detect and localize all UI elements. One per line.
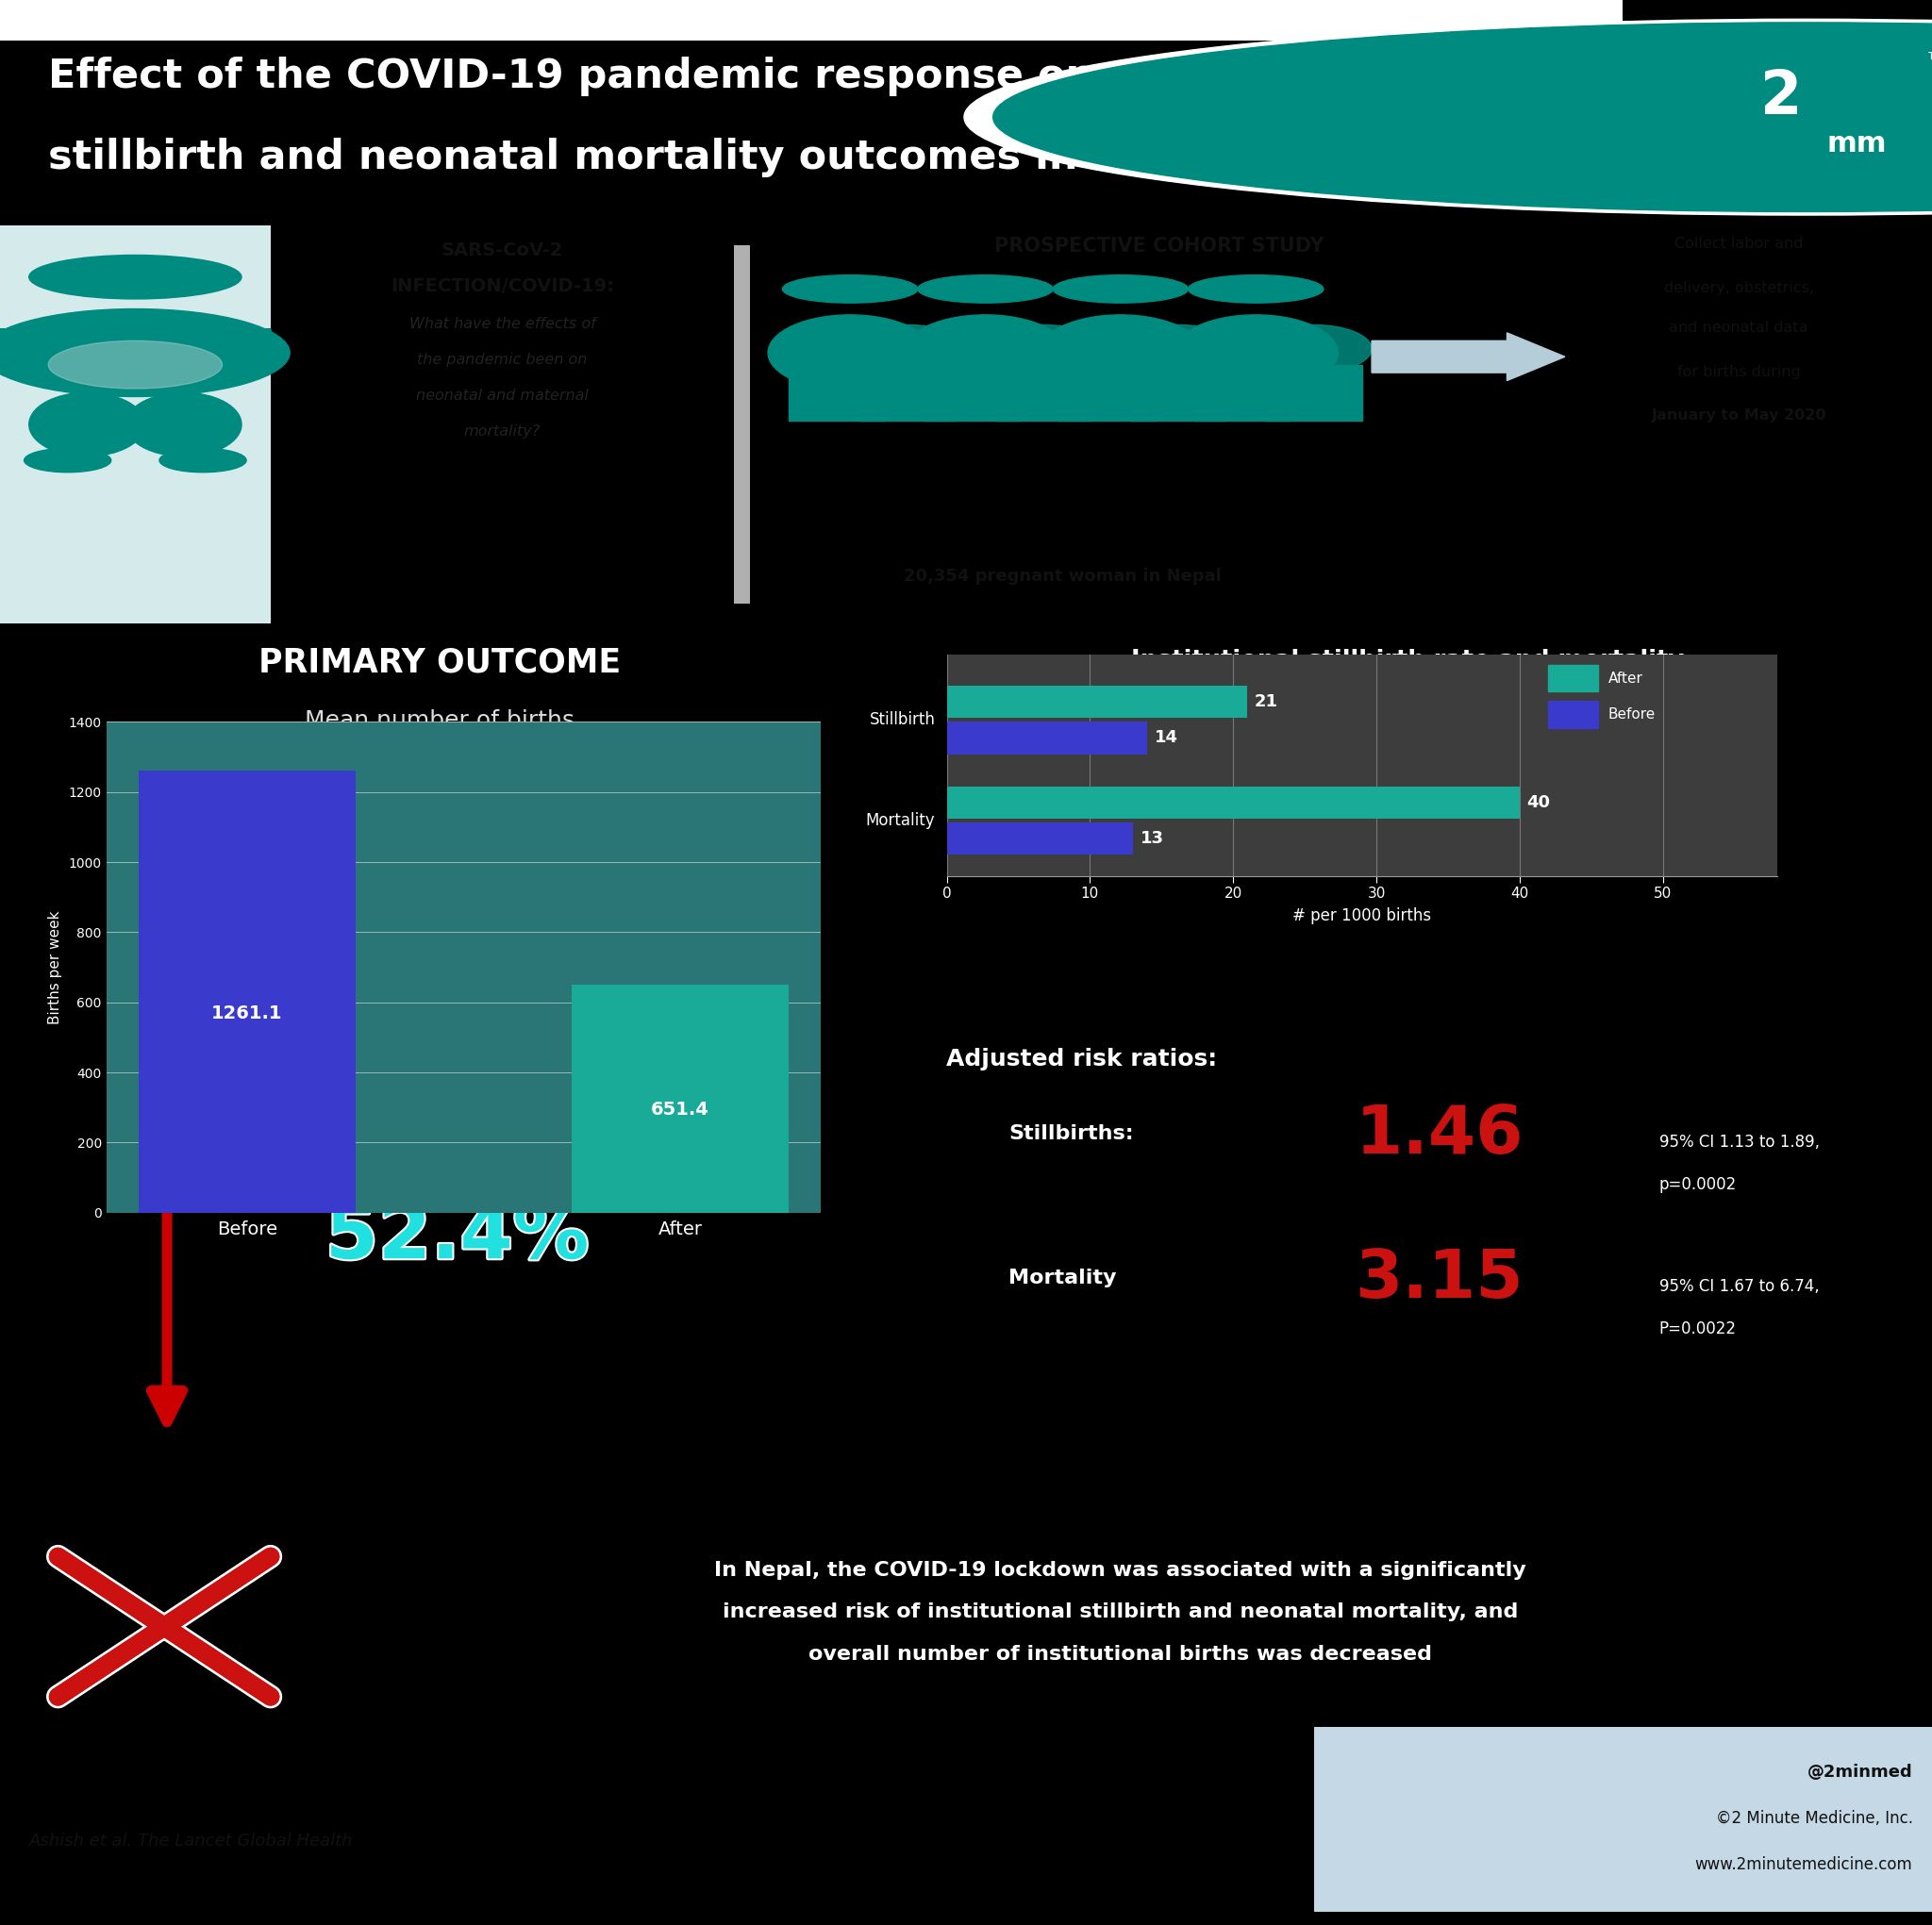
Text: 2: 2 bbox=[1760, 67, 1803, 125]
Bar bbox=[947, 822, 1132, 855]
Text: p=0.0002: p=0.0002 bbox=[1660, 1176, 1737, 1193]
Y-axis label: Births per week: Births per week bbox=[48, 911, 62, 1024]
Bar bbox=[947, 685, 1248, 718]
Text: 3.15: 3.15 bbox=[1354, 1247, 1524, 1311]
Circle shape bbox=[993, 23, 1932, 212]
Ellipse shape bbox=[1121, 325, 1236, 373]
Bar bbox=[1548, 664, 1598, 691]
Bar bbox=[572, 984, 788, 1213]
Text: Stillbirth: Stillbirth bbox=[869, 712, 935, 728]
Text: 14: 14 bbox=[1153, 730, 1179, 747]
Text: What have the effects of: What have the effects of bbox=[410, 318, 595, 331]
Bar bbox=[139, 770, 355, 1213]
Text: mm: mm bbox=[1826, 131, 1888, 158]
Bar bbox=[0, 225, 270, 624]
Ellipse shape bbox=[1039, 316, 1202, 391]
FancyArrow shape bbox=[185, 329, 274, 348]
Ellipse shape bbox=[126, 393, 242, 456]
Bar bbox=[1265, 364, 1362, 420]
Text: for births during: for births during bbox=[1677, 364, 1801, 379]
Text: 95% CI 1.13 to 1.89,: 95% CI 1.13 to 1.89, bbox=[1660, 1134, 1820, 1151]
FancyArrow shape bbox=[1372, 333, 1565, 381]
Bar bbox=[1314, 1727, 1932, 1912]
Text: Collect labor and: Collect labor and bbox=[1675, 237, 1803, 252]
Text: delivery, obstetrics,: delivery, obstetrics, bbox=[1663, 281, 1814, 295]
Circle shape bbox=[918, 275, 1053, 302]
Text: Mean number of births: Mean number of births bbox=[305, 710, 574, 732]
FancyArrow shape bbox=[0, 329, 85, 348]
Bar bbox=[734, 244, 750, 604]
Ellipse shape bbox=[48, 341, 222, 389]
Ellipse shape bbox=[1175, 316, 1337, 391]
Text: In Nepal, the COVID-19 lockdown was associated with a significantly: In Nepal, the COVID-19 lockdown was asso… bbox=[715, 1561, 1526, 1578]
Ellipse shape bbox=[1256, 325, 1372, 373]
Ellipse shape bbox=[767, 316, 931, 391]
Bar bbox=[923, 364, 1020, 420]
Text: Ashish et al. The Lancet Global Health: Ashish et al. The Lancet Global Health bbox=[29, 1833, 354, 1850]
Text: January to May 2020: January to May 2020 bbox=[1652, 408, 1826, 424]
Text: 1.46: 1.46 bbox=[1354, 1103, 1524, 1167]
Circle shape bbox=[29, 256, 242, 298]
Text: Before: Before bbox=[1609, 706, 1656, 722]
Text: After: After bbox=[1609, 672, 1644, 685]
Text: Stillbirths:: Stillbirths: bbox=[1009, 1124, 1134, 1143]
Ellipse shape bbox=[29, 393, 145, 456]
Text: www.2minutemedicine.com: www.2minutemedicine.com bbox=[1694, 1856, 1913, 1873]
Text: PRIMARY OUTCOME: PRIMARY OUTCOME bbox=[259, 647, 620, 678]
Text: mortality?: mortality? bbox=[464, 425, 541, 439]
Text: 1261.1: 1261.1 bbox=[211, 1005, 282, 1022]
Text: the pandemic been on: the pandemic been on bbox=[417, 352, 587, 368]
Text: 13: 13 bbox=[1140, 830, 1163, 847]
Ellipse shape bbox=[158, 449, 247, 472]
Text: Effect of the COVID-19 pandemic response on: Effect of the COVID-19 pandemic response… bbox=[48, 56, 1095, 96]
Ellipse shape bbox=[0, 308, 290, 397]
Text: ©2 Minute Medicine, Inc.: ©2 Minute Medicine, Inc. bbox=[1716, 1810, 1913, 1827]
Text: 20,354 pregnant woman in Nepal: 20,354 pregnant woman in Nepal bbox=[904, 568, 1221, 585]
Text: PROSPECTIVE COHORT STUDY: PROSPECTIVE COHORT STUDY bbox=[995, 237, 1323, 256]
Circle shape bbox=[964, 19, 1932, 216]
Text: 95% CI 1.67 to 6.74,: 95% CI 1.67 to 6.74, bbox=[1660, 1278, 1820, 1296]
Text: 52.4%: 52.4% bbox=[325, 1201, 589, 1274]
Bar bbox=[995, 364, 1092, 420]
Circle shape bbox=[1053, 275, 1188, 302]
Text: overall number of institutional births was decreased: overall number of institutional births w… bbox=[810, 1644, 1432, 1663]
Text: P=0.0022: P=0.0022 bbox=[1660, 1321, 1737, 1338]
Circle shape bbox=[782, 275, 918, 302]
Bar bbox=[860, 364, 956, 420]
Ellipse shape bbox=[904, 316, 1066, 391]
Text: Adjusted risk ratios:: Adjusted risk ratios: bbox=[947, 1047, 1217, 1070]
Text: INFECTION/COVID-19:: INFECTION/COVID-19: bbox=[390, 277, 614, 295]
Text: SARS-CoV-2: SARS-CoV-2 bbox=[440, 241, 564, 260]
Text: Mortality: Mortality bbox=[1009, 1269, 1117, 1288]
Text: 21: 21 bbox=[1254, 693, 1279, 710]
Ellipse shape bbox=[25, 449, 112, 472]
Text: and neonatal data: and neonatal data bbox=[1669, 321, 1808, 335]
Text: before and after lockdown: before and after lockdown bbox=[284, 764, 595, 785]
Text: Mortality: Mortality bbox=[866, 812, 935, 830]
Text: TM: TM bbox=[1928, 52, 1932, 62]
X-axis label: # per 1000 births: # per 1000 births bbox=[1293, 909, 1432, 924]
Text: increased risk of institutional stillbirth and neonatal mortality, and: increased risk of institutional stillbir… bbox=[723, 1604, 1519, 1621]
Bar bbox=[1548, 701, 1598, 728]
Text: stillbirth and neonatal mortality outcomes in Nepal: stillbirth and neonatal mortality outcom… bbox=[48, 137, 1225, 177]
Text: neonatal and maternal: neonatal and maternal bbox=[415, 389, 589, 402]
Bar bbox=[788, 364, 885, 420]
Bar bbox=[1059, 364, 1155, 420]
Bar bbox=[1194, 364, 1291, 420]
Circle shape bbox=[1188, 275, 1323, 302]
Bar bbox=[947, 785, 1520, 818]
Ellipse shape bbox=[850, 325, 966, 373]
Bar bbox=[0, 0, 1623, 40]
Bar bbox=[1130, 364, 1227, 420]
Text: Institutional stillbirth rate and mortality: Institutional stillbirth rate and mortal… bbox=[1130, 649, 1685, 674]
Ellipse shape bbox=[985, 325, 1101, 373]
Text: @2minmed: @2minmed bbox=[1806, 1763, 1913, 1781]
Text: 651.4: 651.4 bbox=[651, 1101, 709, 1118]
Bar bbox=[947, 722, 1148, 755]
Text: 40: 40 bbox=[1526, 793, 1549, 810]
